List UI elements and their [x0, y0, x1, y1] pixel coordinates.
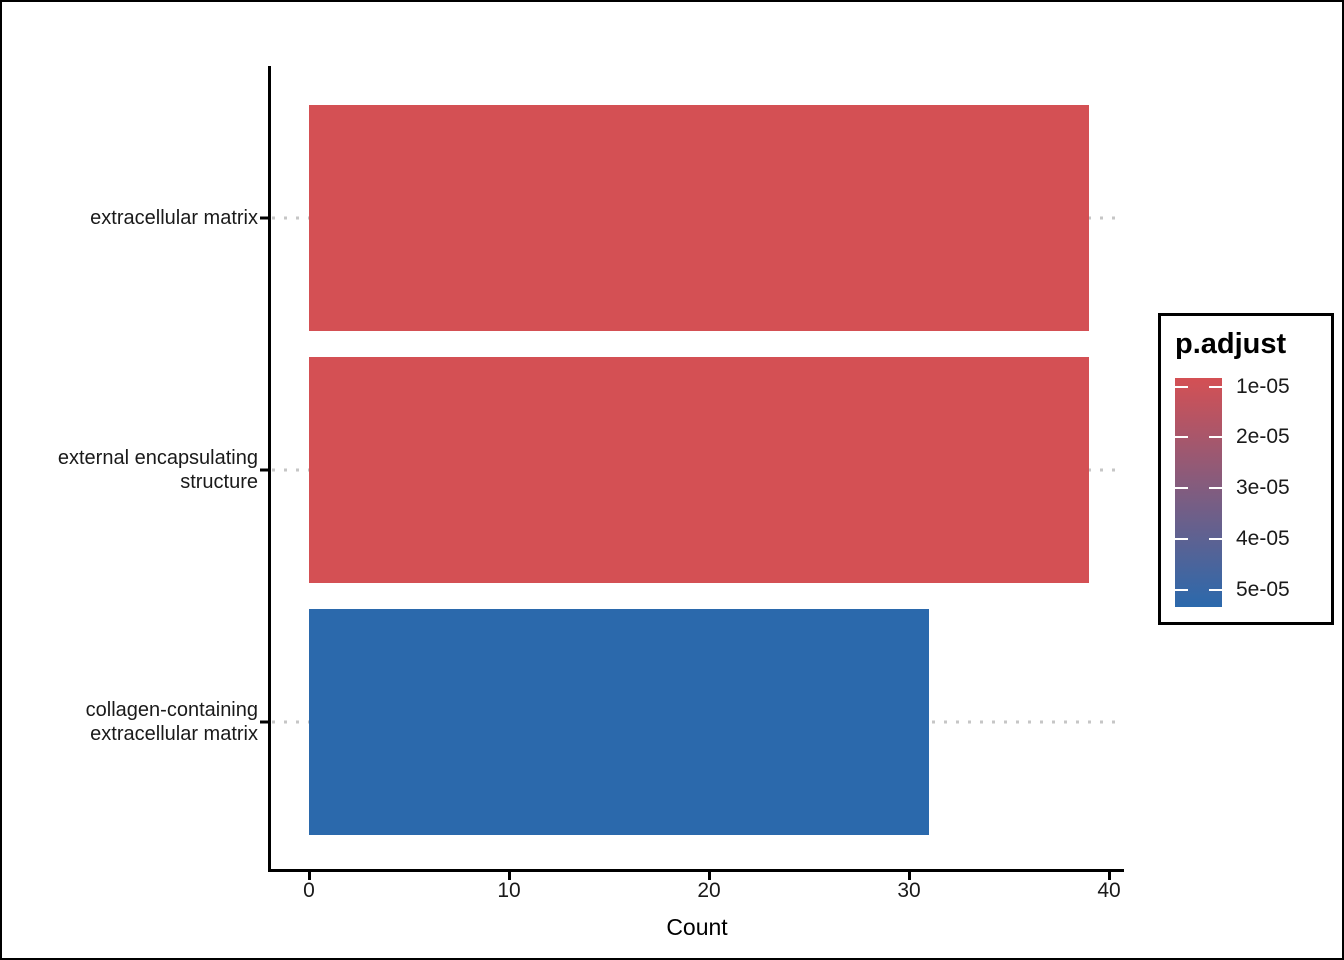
legend-colorbar-tick [1209, 436, 1222, 439]
x-axis-tick [508, 872, 511, 880]
x-axis-tick [308, 872, 311, 880]
legend-colorbar-tick [1209, 537, 1222, 540]
x-axis-tick [708, 872, 711, 880]
legend-tick-label: 3e-05 [1236, 475, 1290, 499]
legend-tick-label: 5e-05 [1236, 578, 1290, 602]
y-axis-line [268, 66, 271, 872]
y-axis-label: extracellular matrix [90, 207, 258, 229]
x-axis-tick-label: 20 [697, 879, 721, 902]
y-axis-label: collagen-containing extracellular matrix [85, 699, 258, 745]
legend-colorbar-tick [1175, 589, 1188, 592]
bar [309, 357, 1089, 583]
x-axis-title: Count [666, 914, 728, 940]
legend-colorbar-tick [1175, 486, 1188, 489]
x-axis-tick-label: 30 [897, 879, 921, 902]
bar [309, 609, 929, 835]
y-axis-tick [260, 216, 269, 220]
legend-colorbar-tick [1175, 385, 1188, 388]
legend: p.adjust 1e-05 2e-05 3e-05 4e-05 5e-05 [1158, 313, 1334, 625]
legend-colorbar [1175, 378, 1222, 607]
x-axis-tick-label: 40 [1097, 879, 1121, 902]
legend-tick-label: 4e-05 [1236, 526, 1290, 550]
legend-colorbar-tick [1209, 385, 1222, 388]
x-axis-tick-label: 10 [497, 879, 521, 902]
legend-tick-label: 2e-05 [1236, 425, 1290, 449]
y-axis-tick [260, 468, 269, 472]
x-axis-line [268, 869, 1124, 872]
legend-colorbar-tick [1175, 436, 1188, 439]
x-axis-tick [908, 872, 911, 880]
legend-title: p.adjust [1175, 328, 1287, 360]
bar [309, 105, 1089, 331]
legend-tick-label: 1e-05 [1236, 374, 1290, 398]
legend-colorbar-tick [1209, 589, 1222, 592]
x-axis-tick-label: 0 [303, 879, 315, 902]
y-axis-tick [260, 720, 269, 724]
x-axis-tick [1108, 872, 1111, 880]
legend-colorbar-tick [1175, 537, 1188, 540]
legend-colorbar-tick [1209, 486, 1222, 489]
y-axis-label: external encapsulating structure [57, 447, 258, 493]
